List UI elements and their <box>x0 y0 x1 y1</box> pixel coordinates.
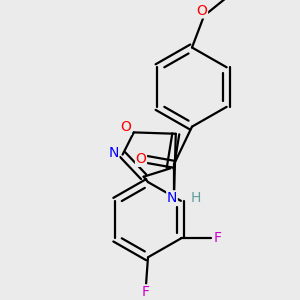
Text: N: N <box>108 146 119 160</box>
Text: F: F <box>142 285 150 299</box>
Text: F: F <box>214 232 222 245</box>
Text: N: N <box>167 191 177 205</box>
Text: O: O <box>196 4 207 18</box>
Text: H: H <box>191 191 201 205</box>
Text: O: O <box>120 120 131 134</box>
Text: O: O <box>136 152 146 166</box>
